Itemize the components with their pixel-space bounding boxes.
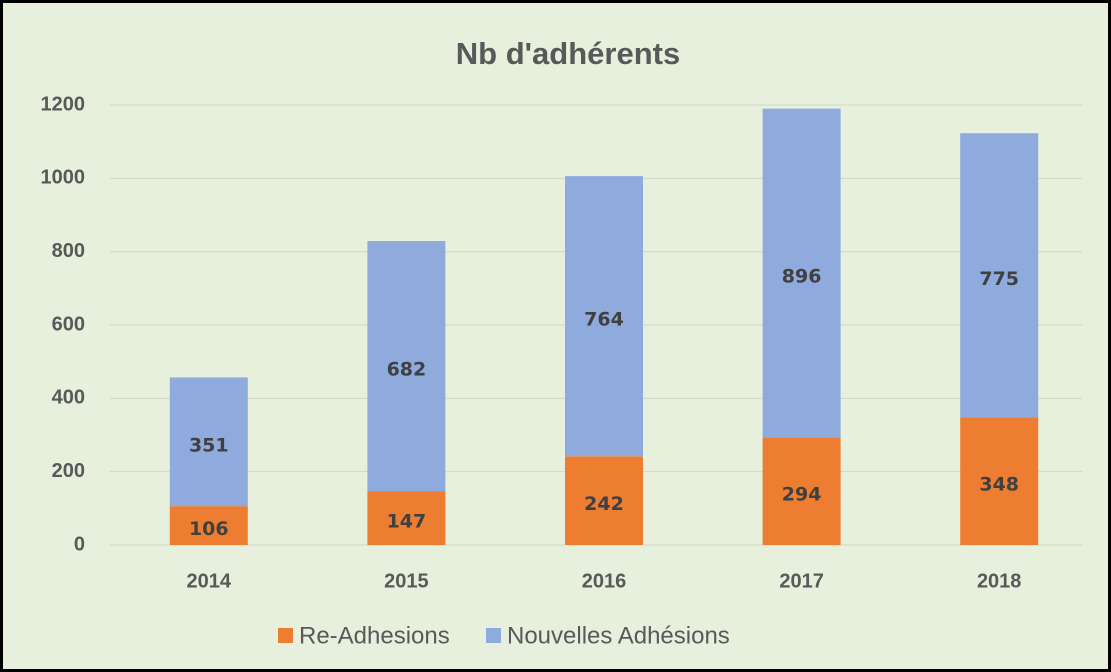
y-tick-label: 600 bbox=[52, 313, 85, 335]
chart-title: Nb d'adhérents bbox=[456, 36, 680, 71]
data-label: 242 bbox=[584, 493, 624, 515]
legend-label: Nouvelles Adhésions bbox=[507, 622, 730, 649]
data-label: 682 bbox=[387, 359, 427, 381]
legend-swatch bbox=[486, 628, 501, 643]
data-label: 775 bbox=[979, 268, 1019, 290]
data-label: 351 bbox=[189, 434, 229, 456]
y-tick-label: 400 bbox=[52, 387, 85, 409]
y-tick-label: 0 bbox=[74, 533, 85, 555]
bar-segment bbox=[762, 437, 841, 545]
data-label: 764 bbox=[584, 309, 624, 331]
x-tick-label: 2015 bbox=[384, 570, 429, 592]
bar-segment bbox=[169, 506, 248, 545]
x-tick-label: 2014 bbox=[187, 570, 232, 592]
x-tick-label: 2018 bbox=[977, 570, 1022, 592]
y-tick-label: 200 bbox=[52, 460, 85, 482]
y-tick-label: 1000 bbox=[41, 167, 86, 189]
bar-segment bbox=[762, 108, 841, 438]
y-tick-label: 800 bbox=[52, 240, 85, 262]
x-tick-label: 2016 bbox=[582, 570, 627, 592]
bar-segment bbox=[960, 417, 1039, 545]
bar-segment bbox=[565, 456, 643, 545]
data-label: 147 bbox=[387, 511, 427, 533]
legend-label: Re-Adhesions bbox=[299, 622, 450, 649]
bar-segment bbox=[960, 133, 1039, 418]
bar-segment bbox=[169, 377, 248, 507]
data-label: 348 bbox=[979, 474, 1019, 496]
bar-segment bbox=[565, 176, 643, 457]
bar-segment bbox=[367, 491, 446, 545]
data-label: 294 bbox=[782, 484, 822, 506]
bar-segment bbox=[367, 241, 446, 492]
data-label: 896 bbox=[782, 265, 822, 287]
legend-swatch bbox=[278, 628, 293, 643]
y-tick-label: 1200 bbox=[41, 93, 86, 115]
x-tick-label: 2017 bbox=[779, 570, 824, 592]
data-label: 106 bbox=[189, 518, 229, 540]
